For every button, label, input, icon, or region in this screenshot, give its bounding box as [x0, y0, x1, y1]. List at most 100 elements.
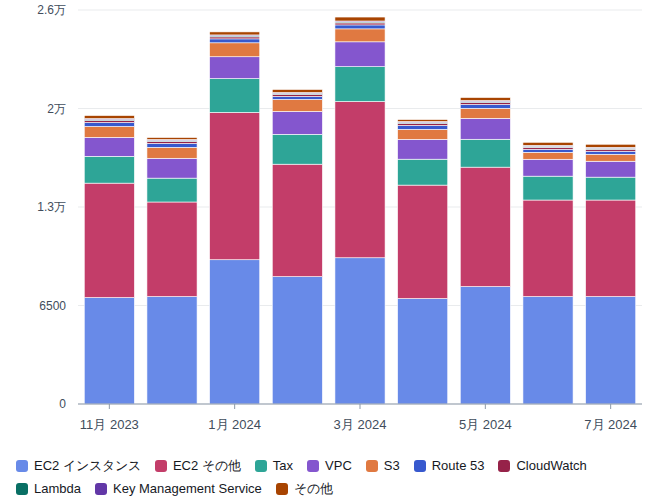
- bar-segment[interactable]: [460, 103, 510, 105]
- bar-segment[interactable]: [523, 176, 573, 200]
- bar-segment[interactable]: [586, 177, 636, 200]
- bar-segment[interactable]: [335, 102, 385, 258]
- bar-segment[interactable]: [272, 277, 322, 404]
- bar-segment[interactable]: [586, 148, 636, 150]
- bar-segment[interactable]: [335, 25, 385, 29]
- bar-segment[interactable]: [398, 125, 448, 129]
- bar-segment[interactable]: [272, 99, 322, 111]
- bar-segment[interactable]: [84, 298, 134, 404]
- legend-item[interactable]: その他: [276, 479, 333, 498]
- chart: 065001.3万2万2.6万11月 20231月 20243月 20245月 …: [0, 0, 668, 450]
- bar-segment[interactable]: [84, 116, 134, 119]
- bar-segment[interactable]: [84, 121, 134, 123]
- bar-segment[interactable]: [147, 143, 197, 147]
- bar-segment[interactable]: [523, 142, 573, 145]
- bar-segment[interactable]: [586, 154, 636, 161]
- legend-swatch: [498, 460, 510, 472]
- bar-segment[interactable]: [272, 89, 322, 92]
- bar-segment[interactable]: [398, 159, 448, 185]
- bar-segment[interactable]: [335, 29, 385, 42]
- legend-item[interactable]: CloudWatch: [498, 456, 586, 475]
- bar-segment[interactable]: [460, 167, 510, 286]
- bar-segment[interactable]: [398, 139, 448, 159]
- bar-segment[interactable]: [460, 139, 510, 167]
- bar-segment[interactable]: [398, 185, 448, 298]
- bar-segment[interactable]: [147, 147, 197, 158]
- bar-segment[interactable]: [586, 144, 636, 147]
- bar-segment[interactable]: [272, 94, 322, 96]
- bar-segment[interactable]: [147, 140, 197, 142]
- bar-segment[interactable]: [398, 120, 448, 122]
- legend-item[interactable]: S3: [366, 456, 400, 475]
- bar-segment[interactable]: [523, 147, 573, 149]
- legend-label: EC2 その他: [173, 457, 241, 475]
- bar-segment[interactable]: [586, 149, 636, 151]
- bar-segment[interactable]: [335, 17, 385, 21]
- bar-segment[interactable]: [84, 137, 134, 156]
- legend-item[interactable]: EC2 その他: [155, 456, 241, 475]
- legend-item[interactable]: Key Management Service: [95, 479, 262, 498]
- bar-segment[interactable]: [586, 161, 636, 177]
- bar-segment[interactable]: [210, 39, 260, 43]
- x-tick-label: 5月 2024: [459, 417, 512, 432]
- bar-segment[interactable]: [210, 57, 260, 79]
- bar-segment[interactable]: [398, 124, 448, 126]
- bar-segment[interactable]: [84, 119, 134, 121]
- bar-segment[interactable]: [398, 129, 448, 139]
- y-tick-label: 2.6万: [37, 3, 66, 17]
- bar-segment[interactable]: [398, 299, 448, 404]
- bar-segment[interactable]: [147, 178, 197, 202]
- bar-segment[interactable]: [84, 123, 134, 127]
- legend-label: Lambda: [34, 481, 81, 496]
- bar-segment[interactable]: [210, 260, 260, 404]
- bar-segment[interactable]: [460, 104, 510, 108]
- legend-item[interactable]: Tax: [255, 456, 293, 475]
- bar-segment[interactable]: [460, 287, 510, 404]
- bar-segment[interactable]: [272, 134, 322, 164]
- bar-segment[interactable]: [523, 149, 573, 152]
- bar-segment[interactable]: [523, 146, 573, 148]
- bar-segment[interactable]: [523, 159, 573, 176]
- bar-segment[interactable]: [586, 297, 636, 404]
- bar-segment[interactable]: [147, 202, 197, 297]
- bars: [84, 17, 635, 404]
- bar-segment[interactable]: [586, 200, 636, 297]
- bar-segment[interactable]: [272, 111, 322, 134]
- bar-segment[interactable]: [147, 141, 197, 143]
- bar-segment[interactable]: [210, 112, 260, 259]
- bar-segment[interactable]: [84, 183, 134, 297]
- bar-segment[interactable]: [335, 42, 385, 67]
- bar-segment[interactable]: [460, 118, 510, 139]
- bar-segment[interactable]: [272, 164, 322, 276]
- bar-segment[interactable]: [84, 126, 134, 137]
- bar-segment[interactable]: [335, 21, 385, 23]
- bar-segment[interactable]: [523, 297, 573, 404]
- bar-segment[interactable]: [398, 122, 448, 124]
- bar-segment[interactable]: [147, 138, 197, 140]
- legend-item[interactable]: Lambda: [16, 479, 81, 498]
- bar-segment[interactable]: [147, 158, 197, 178]
- bar-segment[interactable]: [335, 258, 385, 404]
- bar-segment[interactable]: [147, 297, 197, 404]
- bar-segment[interactable]: [272, 96, 322, 99]
- bar-segment[interactable]: [210, 35, 260, 37]
- bar-segment[interactable]: [210, 32, 260, 35]
- y-tick-label: 2万: [47, 102, 66, 116]
- bar-segment[interactable]: [272, 93, 322, 95]
- bar-segment[interactable]: [335, 23, 385, 25]
- legend-item[interactable]: EC2 インスタンス: [16, 456, 141, 475]
- bar-segment[interactable]: [460, 98, 510, 101]
- bar-segment[interactable]: [84, 156, 134, 183]
- bar-segment[interactable]: [210, 79, 260, 113]
- bar-segment[interactable]: [523, 152, 573, 159]
- bar-segment[interactable]: [335, 67, 385, 102]
- bar-segment[interactable]: [586, 151, 636, 154]
- bar-segment[interactable]: [460, 108, 510, 118]
- bar-segment[interactable]: [210, 37, 260, 39]
- x-tick-label: 3月 2024: [334, 417, 387, 432]
- bar-segment[interactable]: [460, 101, 510, 103]
- legend-item[interactable]: Route 53: [414, 456, 485, 475]
- bar-segment[interactable]: [523, 200, 573, 297]
- legend-item[interactable]: VPC: [307, 456, 352, 475]
- bar-segment[interactable]: [210, 43, 260, 57]
